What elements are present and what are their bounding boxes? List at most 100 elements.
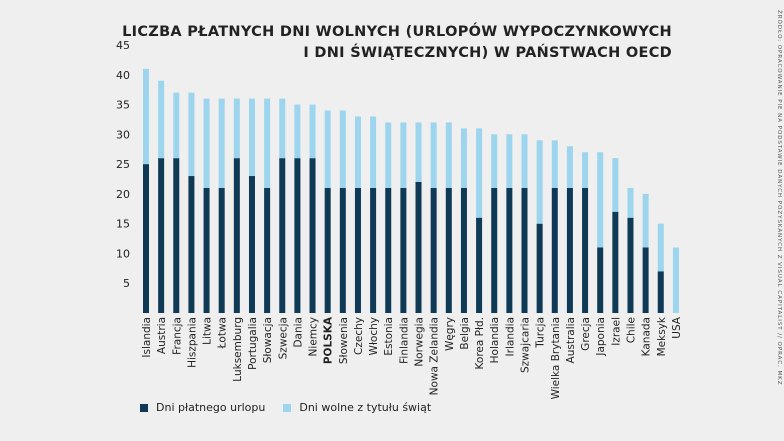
bar-vacation-33 <box>642 247 649 313</box>
x-tick-label: Islandia <box>141 317 153 358</box>
x-tick-label: POLSKA <box>323 316 335 364</box>
bar-vacation-9 <box>279 158 286 313</box>
x-tick-label: Turcja <box>535 317 547 349</box>
bar-holidays-15 <box>370 116 377 188</box>
bar-vacation-2 <box>173 158 180 313</box>
bar-holidays-26 <box>536 140 543 224</box>
bar-vacation-30 <box>597 247 604 313</box>
legend-swatch-holidays <box>283 403 292 412</box>
bar-vacation-15 <box>370 187 377 313</box>
bar-vacation-13 <box>339 187 346 313</box>
y-tick-label: 40 <box>116 69 130 82</box>
bar-holidays-23 <box>491 134 498 188</box>
bar-holidays-0 <box>143 68 149 165</box>
bar-holidays-21 <box>460 128 467 188</box>
bar-holidays-33 <box>642 193 649 248</box>
x-tick-label: Wielka Brytania <box>550 317 562 399</box>
bar-vacation-5 <box>218 187 225 313</box>
bar-holidays-3 <box>188 92 195 177</box>
bar-vacation-32 <box>627 217 634 313</box>
x-tick-label: Szwajcaria <box>520 317 532 373</box>
x-tick-label: Hiszpania <box>186 317 198 368</box>
bar-vacation-26 <box>536 223 543 313</box>
y-tick-label: 45 <box>116 39 130 52</box>
bar-holidays-25 <box>521 134 528 188</box>
bar-vacation-23 <box>491 187 498 313</box>
bar-holidays-13 <box>339 110 346 188</box>
bar-vacation-11 <box>309 158 316 313</box>
x-tick-label: Słowenia <box>338 317 350 364</box>
bar-vacation-29 <box>582 187 589 313</box>
x-tick-label: Belgia <box>459 317 471 350</box>
x-tick-label: Holandia <box>489 317 501 363</box>
x-tick-label: Irlandia <box>504 317 516 356</box>
x-tick-label: Korea Płd. <box>474 317 486 369</box>
chart-title: LICZBA PŁATNYCH DNI WOLNYCH (URLOPÓW WYP… <box>122 22 672 64</box>
y-tick-label: 35 <box>116 99 130 112</box>
bar-vacation-31 <box>612 211 619 313</box>
bar-holidays-8 <box>264 98 271 188</box>
bar-vacation-24 <box>506 187 513 313</box>
bar-holidays-22 <box>476 128 483 218</box>
bar-vacation-22 <box>476 217 483 313</box>
bar-vacation-8 <box>264 187 271 313</box>
x-tick-label: Australia <box>565 317 577 363</box>
bar-vacation-3 <box>188 176 195 313</box>
bar-vacation-17 <box>400 187 407 313</box>
y-tick-label: 30 <box>116 128 130 141</box>
bar-holidays-34 <box>657 223 664 272</box>
x-tick-label: Niemcy <box>308 317 320 356</box>
x-tick-label: Łotwa <box>217 317 229 349</box>
x-tick-label: Grecja <box>580 317 592 351</box>
bar-vacation-25 <box>521 187 528 313</box>
bar-vacation-6 <box>233 158 240 313</box>
legend-item-vacation: Dni płatnego urlopu <box>140 401 265 414</box>
bar-vacation-4 <box>203 187 210 313</box>
bar-holidays-28 <box>566 146 573 188</box>
bar-vacation-10 <box>294 158 301 313</box>
x-tick-label: USA <box>671 316 683 339</box>
bar-holidays-19 <box>430 122 437 188</box>
legend-label-holidays: Dni wolne z tytułu świąt <box>299 401 432 414</box>
chart-title-line-2: I DNI ŚWIĄTECZNYCH) W PAŃSTWACH OECD <box>303 45 672 61</box>
bar-vacation-12 <box>324 187 331 313</box>
x-tick-label: Litwa <box>202 317 214 345</box>
x-tick-label: Francja <box>171 317 183 355</box>
x-tick-label: Japonia <box>595 317 607 357</box>
x-tick-label: Meksyk <box>656 316 668 356</box>
x-tick-label: Austria <box>156 317 168 354</box>
bar-vacation-34 <box>657 271 664 313</box>
bar-vacation-7 <box>248 176 255 313</box>
x-tick-label: Chile <box>625 317 637 343</box>
y-tick-label: 20 <box>116 188 130 201</box>
chart-title-line-1: LICZBA PŁATNYCH DNI WOLNYCH (URLOPÓW WYP… <box>122 24 672 40</box>
bar-holidays-30 <box>597 152 604 248</box>
y-tick-label: 5 <box>123 277 130 290</box>
bar-vacation-0 <box>143 164 149 313</box>
bar-holidays-5 <box>218 98 225 188</box>
x-tick-label: Estonia <box>383 317 395 356</box>
x-tick-label: Finlandia <box>398 317 410 364</box>
x-tick-label: Czechy <box>353 317 365 355</box>
x-tick-label: Dania <box>292 317 304 348</box>
bar-holidays-14 <box>354 116 361 188</box>
bar-holidays-6 <box>233 98 240 159</box>
bar-holidays-10 <box>294 104 301 159</box>
bar-holidays-32 <box>627 187 634 218</box>
y-tick-label: 25 <box>116 158 130 171</box>
bar-holidays-18 <box>415 122 422 182</box>
x-tick-label: Luksemburg <box>232 317 244 382</box>
bar-holidays-1 <box>158 80 165 159</box>
x-tick-label: Norwegia <box>414 317 426 367</box>
x-tick-label: Włochy <box>368 317 380 355</box>
bar-holidays-4 <box>203 98 210 188</box>
y-tick-label: 10 <box>116 247 130 260</box>
bar-holidays-17 <box>400 122 407 188</box>
bar-holidays-24 <box>506 134 513 188</box>
legend: Dni płatnego urlopu Dni wolne z tytułu ś… <box>140 401 449 414</box>
bar-holidays-2 <box>173 92 180 159</box>
bar-vacation-14 <box>354 187 361 313</box>
bar-vacation-19 <box>430 187 437 313</box>
bar-vacation-21 <box>460 187 467 313</box>
bar-holidays-35 <box>672 247 679 313</box>
